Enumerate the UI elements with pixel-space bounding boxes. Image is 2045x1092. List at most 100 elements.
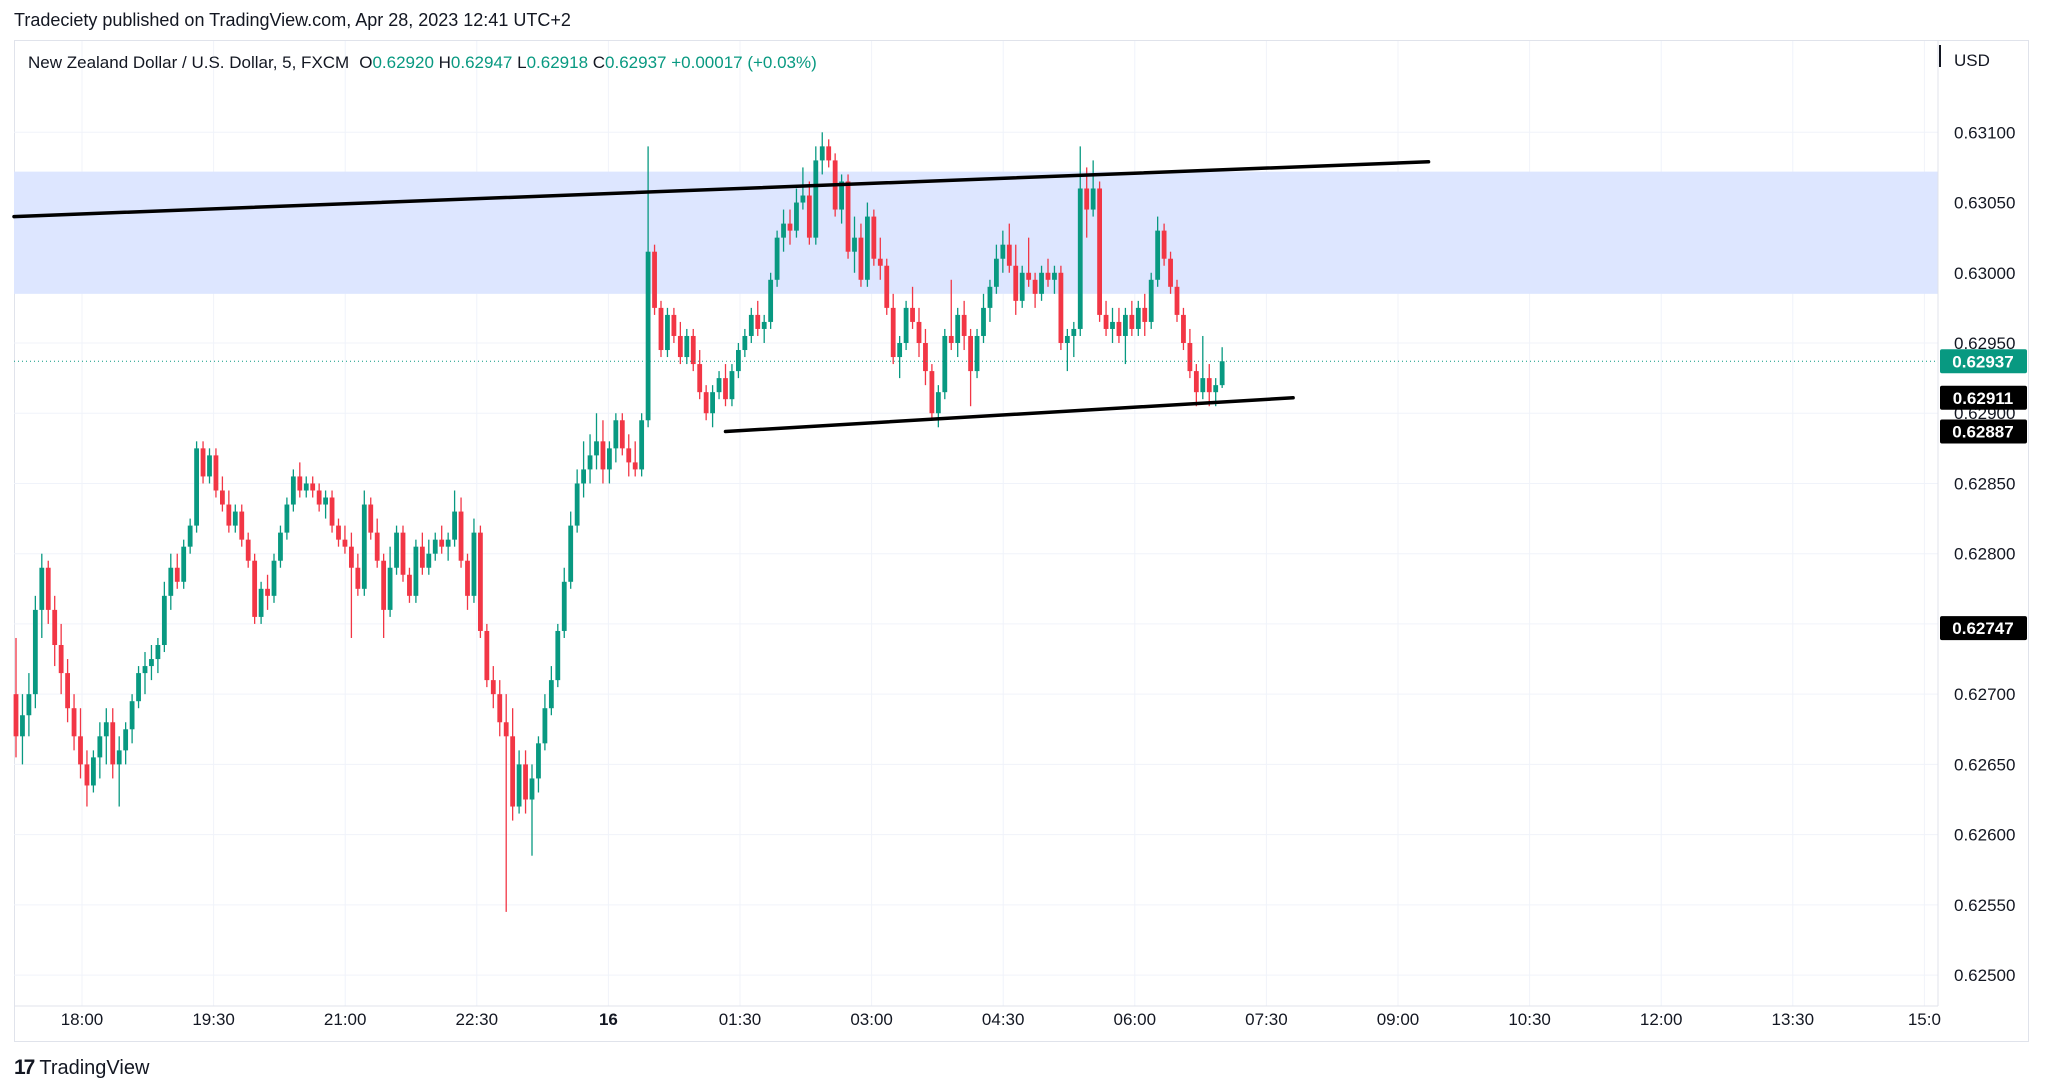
candle-body bbox=[103, 722, 109, 737]
price-marker-label[interactable]: 0.62911 bbox=[1940, 385, 2027, 410]
candle-body bbox=[813, 160, 819, 238]
candle-body bbox=[381, 560, 387, 610]
candle-body bbox=[439, 539, 445, 547]
candle bbox=[884, 258, 890, 315]
candle-body bbox=[20, 715, 25, 737]
candle-body bbox=[168, 567, 174, 596]
candle-body bbox=[1097, 188, 1102, 315]
candle bbox=[303, 476, 309, 498]
chart-frame[interactable] bbox=[14, 40, 2029, 1042]
candle bbox=[935, 385, 941, 428]
candle-body bbox=[858, 237, 864, 280]
candle bbox=[1013, 244, 1019, 315]
legend-symbol[interactable]: New Zealand Dollar / U.S. Dollar, 5, FXC… bbox=[28, 53, 350, 72]
candle-body bbox=[523, 764, 528, 800]
candle-body bbox=[1006, 244, 1012, 266]
candle-body bbox=[355, 567, 361, 589]
symbol-legend[interactable]: New Zealand Dollar / U.S. Dollar, 5, FXC… bbox=[28, 53, 817, 73]
candle bbox=[445, 532, 451, 561]
resistance-zone[interactable] bbox=[14, 171, 1938, 294]
candle-body bbox=[768, 279, 774, 322]
candle-body bbox=[271, 560, 277, 596]
candle bbox=[78, 708, 83, 779]
candle bbox=[284, 497, 290, 540]
candle bbox=[129, 694, 135, 744]
x-tick-label: 03:00 bbox=[850, 1010, 893, 1029]
candle-body bbox=[839, 181, 844, 210]
candle-body bbox=[742, 335, 748, 351]
y-tick-label: 0.62550 bbox=[1954, 896, 2015, 915]
candle bbox=[1064, 328, 1070, 372]
candle-body bbox=[32, 609, 38, 695]
currency-label[interactable]: USD bbox=[1954, 51, 1990, 70]
tradingview-logo-icon: 17 bbox=[14, 1056, 35, 1079]
candle bbox=[387, 546, 393, 617]
legend-high-label: H bbox=[438, 53, 451, 72]
candle-body bbox=[136, 673, 141, 702]
candle bbox=[278, 525, 283, 568]
candle-body bbox=[39, 567, 45, 610]
candle bbox=[484, 623, 490, 688]
tradingview-footer[interactable]: 17 TradingView bbox=[14, 1056, 149, 1080]
candle bbox=[736, 343, 741, 379]
candle-body bbox=[471, 532, 477, 596]
candle bbox=[729, 364, 735, 407]
candle-body bbox=[78, 736, 83, 765]
price-marker-label[interactable]: 0.62747 bbox=[1940, 616, 2027, 641]
candle bbox=[561, 567, 567, 638]
candle bbox=[1193, 364, 1199, 407]
candle bbox=[607, 441, 612, 484]
candle bbox=[245, 532, 251, 568]
candle bbox=[336, 518, 341, 547]
candle-body bbox=[1045, 272, 1051, 280]
candle-body bbox=[1187, 343, 1193, 372]
candle bbox=[594, 413, 599, 470]
last-price-label[interactable]: 0.62937 bbox=[1940, 349, 2027, 374]
candle bbox=[503, 694, 509, 912]
candle bbox=[1116, 307, 1122, 344]
candle bbox=[432, 532, 438, 561]
candle bbox=[65, 659, 70, 723]
candle bbox=[465, 553, 470, 610]
candle bbox=[168, 553, 174, 610]
candle-body bbox=[916, 321, 922, 344]
candle bbox=[355, 553, 361, 596]
x-tick-label: 04:30 bbox=[982, 1010, 1025, 1029]
candle-body bbox=[800, 195, 806, 203]
candle-body bbox=[116, 750, 122, 765]
upper-trendline[interactable] bbox=[12, 160, 1431, 219]
candle bbox=[342, 525, 348, 554]
candle bbox=[632, 441, 638, 477]
x-tick-label: 16 bbox=[599, 1010, 618, 1029]
candle-body bbox=[374, 532, 380, 561]
x-tick-label: 22:30 bbox=[456, 1010, 499, 1029]
candle-body bbox=[478, 532, 483, 631]
candle bbox=[658, 300, 664, 358]
candle bbox=[1148, 272, 1154, 329]
candle-body bbox=[490, 680, 496, 695]
candle-body bbox=[748, 314, 754, 336]
candle-body bbox=[484, 630, 490, 681]
candle bbox=[813, 146, 819, 245]
candle bbox=[1097, 181, 1102, 322]
candle-body bbox=[1123, 314, 1128, 336]
candle bbox=[1077, 146, 1083, 336]
candle-body bbox=[865, 216, 870, 280]
candle-body bbox=[619, 420, 625, 449]
candle bbox=[149, 645, 154, 681]
candle-body bbox=[852, 237, 857, 252]
candle-body bbox=[974, 335, 980, 372]
price-marker-label[interactable]: 0.62887 bbox=[1940, 419, 2027, 444]
y-tick-label: 0.62650 bbox=[1954, 755, 2015, 774]
lower-trendline[interactable] bbox=[723, 396, 1295, 434]
candle-body bbox=[336, 525, 341, 540]
candle-body bbox=[548, 680, 554, 709]
candle bbox=[613, 413, 619, 463]
legend-close-value: 0.62937 bbox=[605, 53, 667, 72]
candle bbox=[1161, 223, 1167, 266]
candle-body bbox=[561, 581, 567, 631]
candle bbox=[174, 553, 180, 589]
candle-body bbox=[1168, 258, 1173, 287]
candle bbox=[948, 279, 954, 351]
